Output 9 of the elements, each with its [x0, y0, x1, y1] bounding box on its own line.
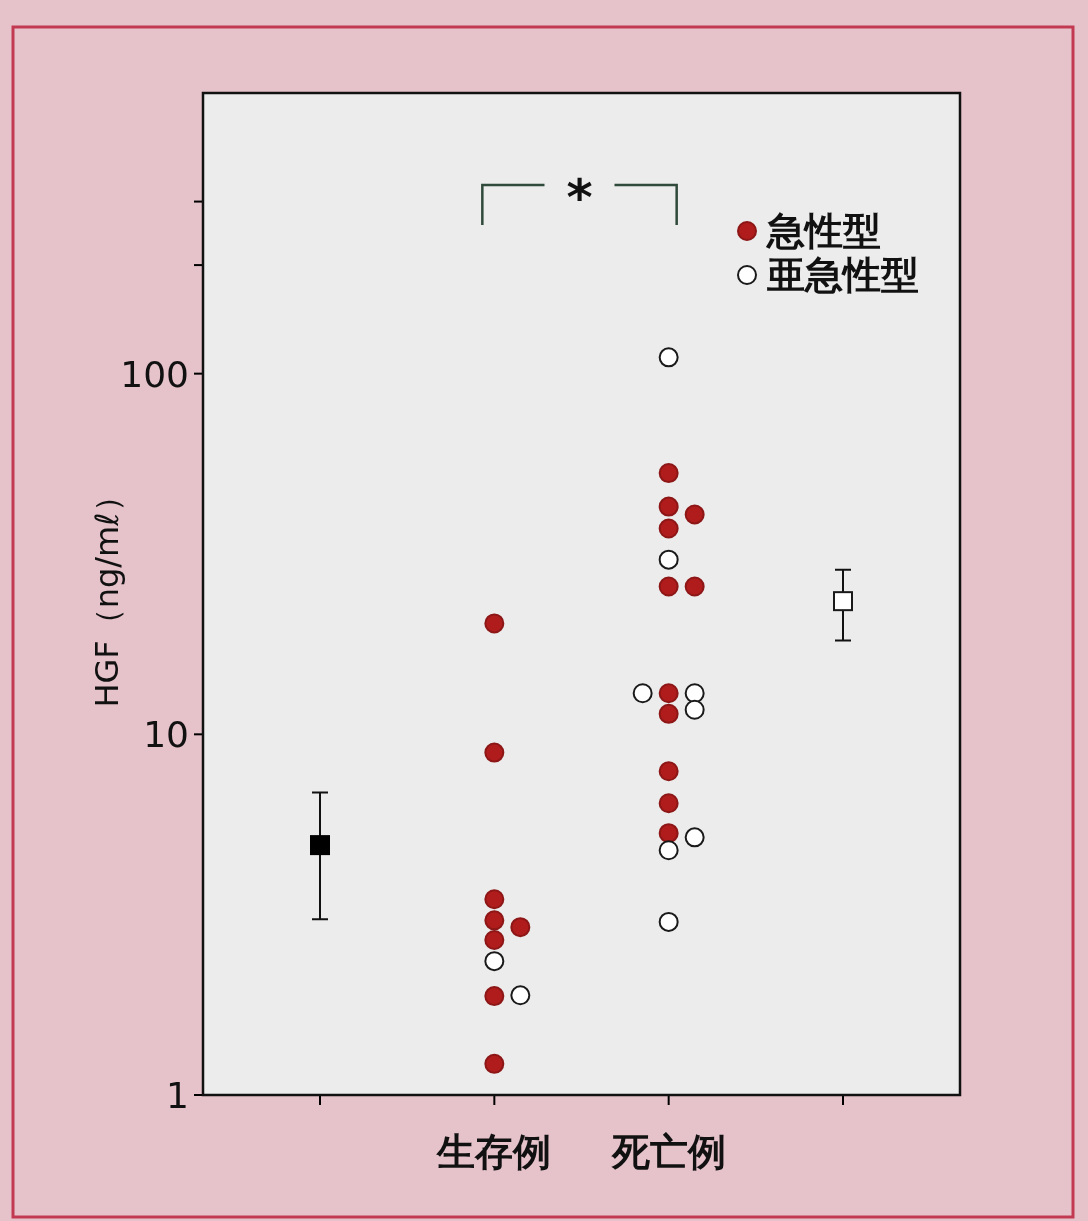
y-axis-title: HGF（ng/mℓ）	[88, 480, 126, 708]
x-tick-label: 生存例	[436, 1130, 552, 1174]
legend-label: 急性型	[765, 209, 881, 253]
y-tick-label: 1	[166, 1075, 189, 1116]
y-tick-label: 10	[143, 714, 189, 756]
legend-label: 亜急性型	[766, 253, 919, 297]
annotation: *	[566, 169, 593, 227]
y-tick-label: 100	[120, 353, 189, 395]
x-tick-label: 死亡例	[610, 1130, 726, 1174]
